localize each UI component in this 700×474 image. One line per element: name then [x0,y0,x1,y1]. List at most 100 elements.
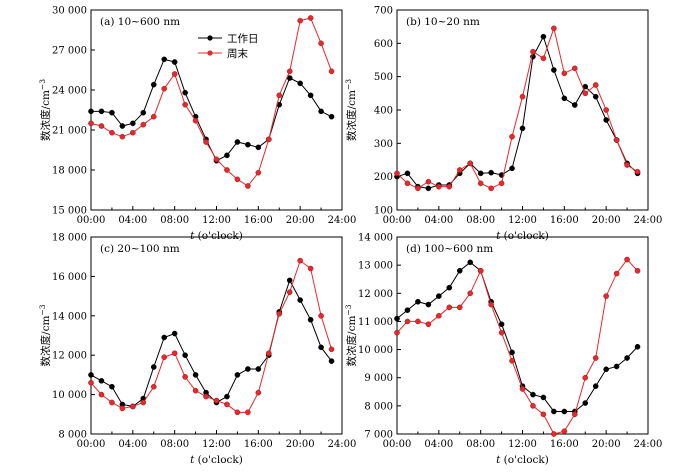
data-point-workday [446,284,453,291]
data-point-weekend [488,185,494,192]
data-point-workday [603,117,609,123]
data-point-workday [224,393,230,400]
data-point-workday [98,378,105,384]
data-point-workday [509,349,515,356]
x-tick-label: 20:00 [592,439,621,450]
data-point-weekend [265,350,272,357]
data-point-workday [477,170,484,177]
data-point-workday [245,366,251,372]
data-point-workday [498,321,505,328]
x-tick-label: 04:00 [118,215,147,226]
data-point-weekend [318,312,324,319]
data-point-weekend [634,267,641,274]
y-axis-label: 数浓度/cm−3 [344,79,358,141]
x-tick-label: 20:00 [592,215,621,226]
data-point-weekend [446,304,453,311]
data-point-workday [297,297,303,303]
data-point-workday [255,366,262,372]
x-tick-label: 20:00 [286,215,315,226]
data-point-workday [404,307,411,313]
data-point-weekend [276,311,283,317]
data-point-weekend [286,289,293,295]
data-point-weekend [307,15,314,21]
data-point-workday [130,120,136,127]
x-tick-label: 20:00 [286,439,315,450]
data-point-weekend [509,358,515,364]
panel-b: 100 200 300 400 500 600 700 00:00 04:00 08:00 12:0… [344,6,662,243]
legend-label-workday: 工作日 [227,33,259,45]
data-point-weekend [582,374,589,381]
data-point-weekend [98,123,105,129]
data-point-workday [171,59,178,65]
data-point-weekend [509,133,515,140]
data-point-weekend [456,167,463,173]
y-tick-label: 100 [374,206,393,217]
data-point-weekend [446,183,453,190]
data-point-weekend [161,85,168,92]
x-tick-label: 04:00 [424,215,453,226]
data-point-weekend [498,329,505,336]
y-tick-label: 8 000 [58,430,87,441]
y-tick-label: 21 000 [52,126,87,137]
series-line-weekend [396,258,638,435]
data-point-workday [150,81,157,88]
data-point-workday [456,267,463,274]
data-point-weekend [477,180,484,187]
data-point-weekend [571,411,578,418]
x-tick-label: 16:00 [244,215,273,226]
data-point-workday [140,109,147,116]
data-point-weekend [624,162,630,168]
data-point-workday [603,366,609,373]
panel-a: 15 000 18 000 21 000 24 000 27 000 30 000 00:0… [38,6,356,243]
legend-marker-workday [207,35,213,41]
data-point-weekend [119,133,126,140]
data-point-weekend [551,431,557,437]
y-tick-label: 11 000 [358,317,393,328]
x-tick-label: 04:00 [118,439,147,450]
data-point-workday [425,185,432,192]
y-tick-label: 24 000 [52,86,87,97]
data-point-workday [530,391,536,398]
data-point-weekend [276,92,283,99]
y-tick-label: 18 000 [52,166,87,177]
data-point-weekend [245,409,251,416]
data-point-workday [634,343,641,350]
data-point-weekend [436,312,442,319]
data-point-weekend [394,170,400,177]
panel-c: 8 000 10 000 12 000 14 000 16 000 18 000 00:00… [38,233,356,467]
data-point-workday [519,125,526,132]
data-point-workday [297,80,303,87]
data-point-weekend [213,397,220,404]
data-point-weekend [551,25,557,32]
data-point-weekend [150,113,157,120]
x-tick-label: 24:00 [634,439,663,450]
data-point-weekend [224,167,230,173]
data-point-workday [540,33,547,40]
data-point-workday [592,93,599,100]
series-line-workday [396,261,638,412]
y-axis-label: 数浓度/cm−3 [344,304,358,366]
x-tick-label: 16:00 [550,439,579,450]
panel-title: (b) 10~20 nm [406,16,480,28]
data-point-weekend [224,401,230,408]
x-tick-label: 08:00 [160,439,189,450]
data-point-weekend [603,107,609,113]
x-tick-label: 00:00 [77,215,106,226]
data-point-weekend [519,386,526,392]
data-point-weekend [161,354,168,360]
y-tick-label: 300 [374,139,393,150]
x-tick-label: 12:00 [202,215,231,226]
y-tick-label: 10 000 [358,345,393,356]
x-tick-label: 12:00 [508,215,537,226]
data-point-weekend [404,180,411,187]
y-axis-label: 数浓度/cm−3 [38,79,52,141]
data-point-workday [182,352,188,359]
data-point-weekend [592,82,599,88]
data-point-weekend [182,101,188,108]
data-point-weekend [234,409,241,416]
y-tick-label: 16 000 [52,272,87,283]
data-point-weekend [530,403,536,409]
data-point-weekend [245,183,251,189]
